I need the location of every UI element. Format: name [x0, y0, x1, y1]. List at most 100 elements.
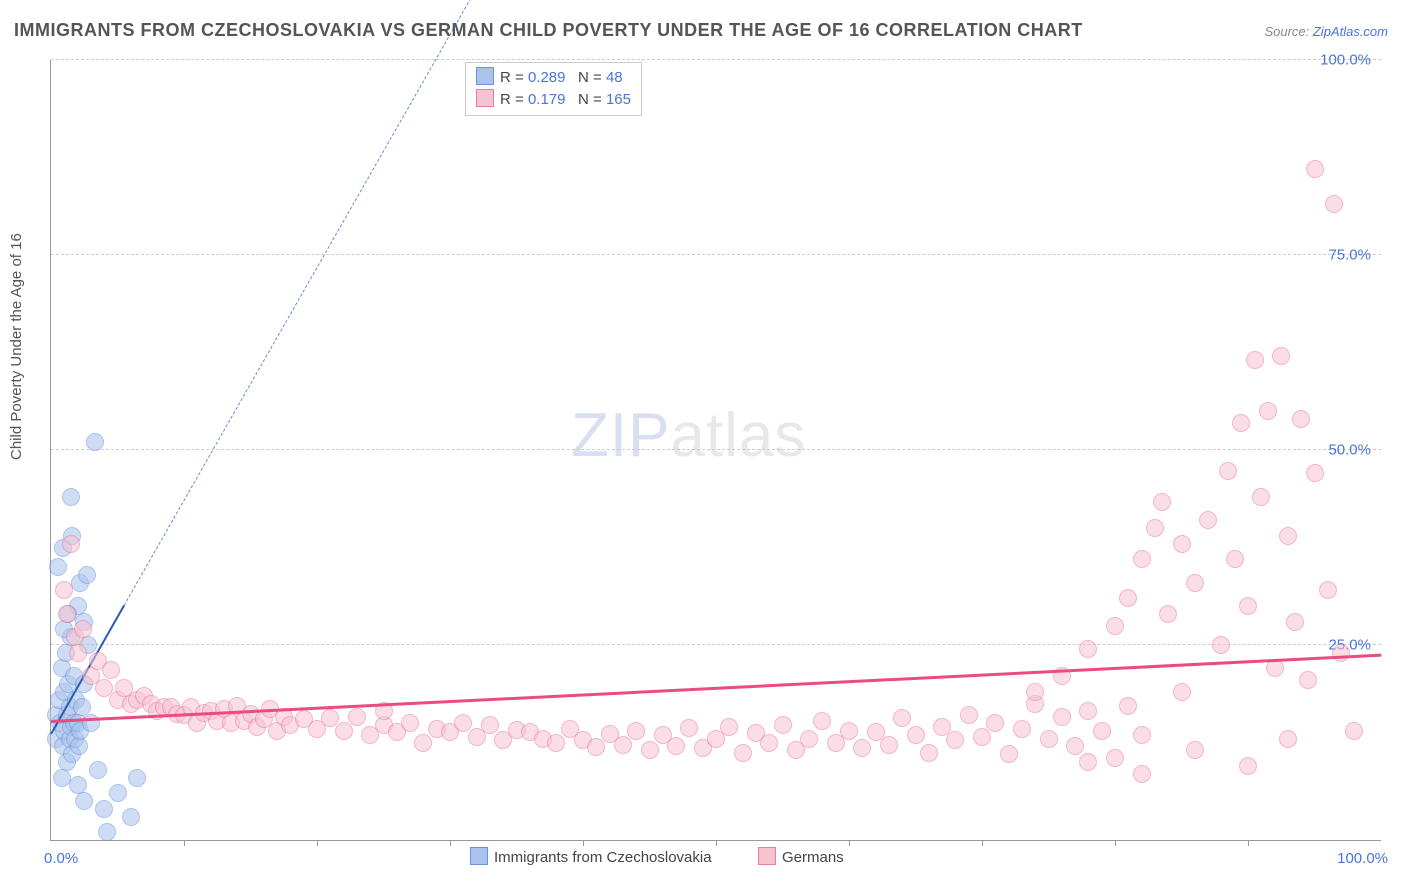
- source-link[interactable]: ZipAtlas.com: [1313, 24, 1388, 39]
- data-point: [840, 722, 858, 740]
- data-point: [1093, 722, 1111, 740]
- n-value: 165: [606, 91, 631, 108]
- legend-label: Germans: [782, 849, 844, 866]
- data-point: [1079, 702, 1097, 720]
- r-value: 0.289: [528, 69, 566, 86]
- bottom-legend-item: Immigrants from Czechoslovakia: [470, 847, 712, 866]
- data-point: [1173, 683, 1191, 701]
- data-point: [454, 714, 472, 732]
- data-point: [1173, 535, 1191, 553]
- data-point: [1226, 550, 1244, 568]
- data-point: [1133, 765, 1151, 783]
- data-point: [1345, 722, 1363, 740]
- data-point: [1146, 519, 1164, 537]
- data-point: [1306, 160, 1324, 178]
- correlation-legend: R = 0.289 N = 48R = 0.179 N = 165: [465, 62, 642, 116]
- data-point: [102, 661, 120, 679]
- data-point: [335, 722, 353, 740]
- legend-swatch: [470, 847, 488, 865]
- data-point: [1272, 347, 1290, 365]
- n-value: 48: [606, 69, 623, 86]
- data-point: [547, 734, 565, 752]
- r-value: 0.179: [528, 91, 566, 108]
- data-point: [1159, 605, 1177, 623]
- data-point: [1219, 462, 1237, 480]
- data-point: [1325, 195, 1343, 213]
- data-point: [1332, 644, 1350, 662]
- data-point: [122, 808, 140, 826]
- data-point: [1040, 730, 1058, 748]
- gridline: [51, 59, 1381, 60]
- legend-swatch: [476, 67, 494, 85]
- watermark-zip: ZIP: [571, 401, 670, 470]
- data-point: [1079, 640, 1097, 658]
- data-point: [75, 792, 93, 810]
- data-point: [74, 620, 92, 638]
- x-tick-label-max: 100.0%: [1337, 850, 1388, 867]
- data-point: [69, 644, 87, 662]
- data-point: [973, 728, 991, 746]
- data-point: [62, 488, 80, 506]
- x-tick: [1115, 840, 1116, 846]
- data-point: [1199, 511, 1217, 529]
- data-point: [53, 769, 71, 787]
- gridline: [51, 644, 1381, 645]
- data-point: [853, 739, 871, 757]
- data-point: [401, 714, 419, 732]
- data-point: [960, 706, 978, 724]
- data-point: [720, 718, 738, 736]
- data-point: [1286, 613, 1304, 631]
- data-point: [1319, 581, 1337, 599]
- x-tick: [450, 840, 451, 846]
- data-point: [1239, 757, 1257, 775]
- data-point: [481, 716, 499, 734]
- data-point: [86, 433, 104, 451]
- data-point: [348, 708, 366, 726]
- n-label: N =: [578, 69, 606, 86]
- data-point: [907, 726, 925, 744]
- gridline: [51, 449, 1381, 450]
- data-point: [70, 737, 88, 755]
- data-point: [55, 581, 73, 599]
- data-point: [1119, 589, 1137, 607]
- data-point: [800, 730, 818, 748]
- scatter-plot-area: ZIPatlas 25.0%50.0%75.0%100.0%: [50, 60, 1381, 841]
- data-point: [109, 784, 127, 802]
- y-tick-label: 100.0%: [1320, 52, 1371, 69]
- r-label: R =: [500, 69, 528, 86]
- bottom-legend-item: Germans: [758, 847, 844, 866]
- data-point: [62, 535, 80, 553]
- data-point: [1252, 488, 1270, 506]
- watermark-atlas: atlas: [670, 401, 806, 470]
- legend-label: Immigrants from Czechoslovakia: [494, 849, 712, 866]
- data-point: [893, 709, 911, 727]
- data-point: [880, 736, 898, 754]
- y-tick-label: 75.0%: [1328, 247, 1371, 264]
- data-point: [1279, 730, 1297, 748]
- source-label: Source:: [1264, 24, 1312, 39]
- data-point: [1153, 493, 1171, 511]
- data-point: [641, 741, 659, 759]
- data-point: [1306, 464, 1324, 482]
- data-point: [1186, 574, 1204, 592]
- data-point: [813, 712, 831, 730]
- data-point: [1239, 597, 1257, 615]
- data-point: [78, 566, 96, 584]
- y-axis-label: Child Poverty Under the Age of 16: [8, 233, 25, 460]
- x-tick-label-min: 0.0%: [44, 850, 78, 867]
- data-point: [627, 722, 645, 740]
- data-point: [587, 738, 605, 756]
- data-point: [1079, 753, 1097, 771]
- r-label: R =: [500, 91, 528, 108]
- x-tick: [849, 840, 850, 846]
- data-point: [1186, 741, 1204, 759]
- data-point: [1133, 726, 1151, 744]
- y-tick-label: 50.0%: [1328, 442, 1371, 459]
- x-tick: [317, 840, 318, 846]
- data-point: [1133, 550, 1151, 568]
- data-point: [1053, 708, 1071, 726]
- x-tick: [583, 840, 584, 846]
- data-point: [89, 761, 107, 779]
- data-point: [414, 734, 432, 752]
- data-point: [98, 823, 116, 841]
